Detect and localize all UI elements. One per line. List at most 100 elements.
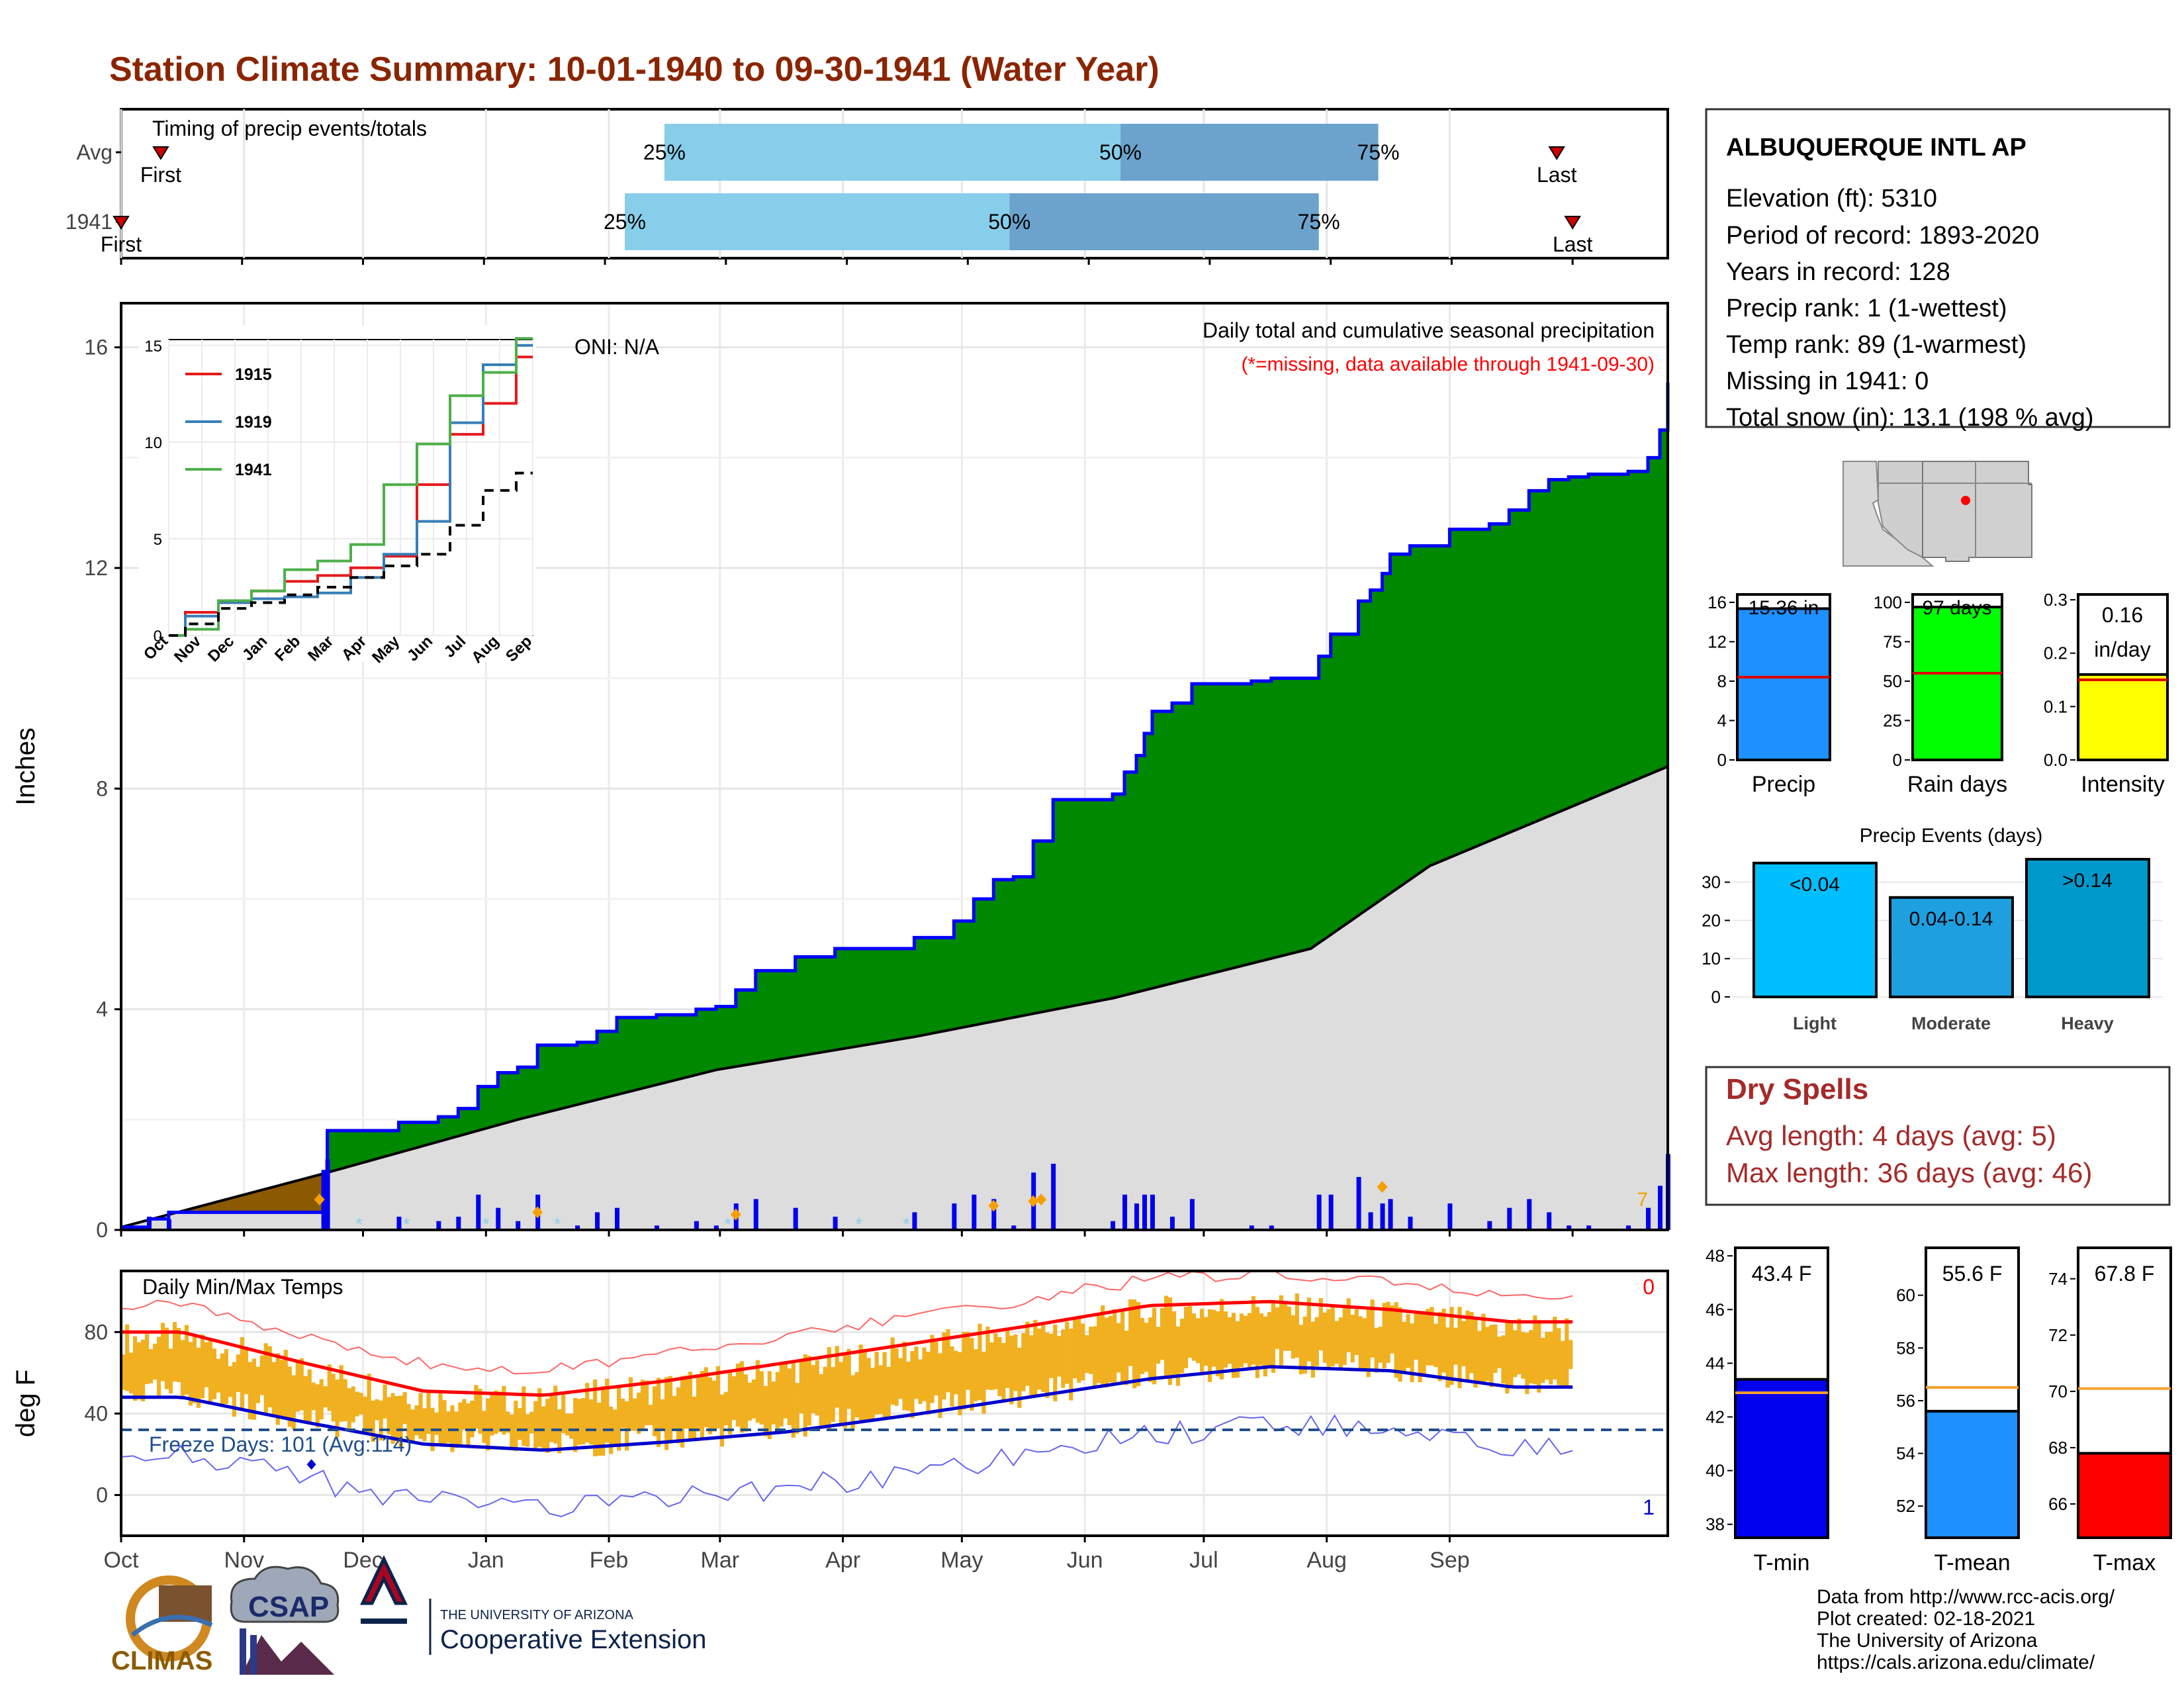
station-temp-rank: Temp rank: 89 (1-warmest) bbox=[1726, 331, 2026, 359]
daily-temp-bar bbox=[188, 1342, 193, 1406]
daily-temp-bar bbox=[1065, 1321, 1069, 1384]
daily-temp-bar bbox=[767, 1371, 772, 1440]
daily-precip-bar bbox=[1567, 1225, 1572, 1230]
daily-temp-bar bbox=[1338, 1317, 1343, 1369]
daily-temp-bar bbox=[1457, 1307, 1462, 1389]
temp-summary-category-label: T-min bbox=[1754, 1550, 1810, 1575]
daily-temp-bar bbox=[735, 1363, 741, 1427]
daily-precip-bar bbox=[1169, 1217, 1175, 1230]
daily-temp-bar bbox=[244, 1346, 248, 1395]
daily-temp-bar bbox=[1354, 1309, 1359, 1355]
precip-y-tick-label: 12 bbox=[84, 556, 108, 580]
temp-summary-category-label: T-max bbox=[2093, 1550, 2156, 1575]
daily-temp-bar bbox=[1326, 1309, 1331, 1370]
daily-precip-bar bbox=[991, 1199, 997, 1230]
events-tick-label: 20 bbox=[1702, 910, 1721, 930]
daily-temp-bar bbox=[240, 1336, 244, 1410]
temp-panel: 0 40 80 deg F Daily Min/Max Temps 0 1 Free… bbox=[11, 1270, 1669, 1573]
daily-temp-bar bbox=[870, 1368, 875, 1422]
daily-temp-bar bbox=[1302, 1316, 1307, 1374]
daily-temp-bar bbox=[1093, 1326, 1097, 1389]
daily-temp-bar bbox=[625, 1401, 629, 1451]
temp-y-label: deg F bbox=[11, 1370, 40, 1437]
summary-bar-0 bbox=[1736, 607, 1831, 762]
inset-y-label: 10 bbox=[144, 434, 162, 452]
daily-temp-bar bbox=[510, 1415, 514, 1448]
daily-temp-bar bbox=[1350, 1315, 1355, 1363]
trace-marker: * bbox=[403, 1214, 410, 1234]
daily-temp-bar bbox=[343, 1379, 347, 1421]
daily-precip-bar bbox=[1142, 1194, 1148, 1230]
daily-temp-bar bbox=[1430, 1307, 1434, 1366]
summary-tick-label: 25 bbox=[1883, 710, 1902, 730]
temp-summary-tick-label: 42 bbox=[1706, 1407, 1725, 1427]
daily-temp-bar bbox=[1081, 1323, 1085, 1381]
station-name: ALBUQUERQUE INTL AP bbox=[1726, 134, 2026, 162]
daily-temp-bar bbox=[823, 1366, 827, 1427]
daily-temp-bar bbox=[1231, 1313, 1236, 1378]
daily-temp-bar bbox=[1175, 1326, 1181, 1386]
summary-tick-label: 0 bbox=[1717, 750, 1727, 770]
daily-temp-bar bbox=[192, 1336, 197, 1403]
daily-temp-bar bbox=[470, 1400, 475, 1438]
ua-small-text: THE UNIVERSITY OF ARIZONA bbox=[440, 1608, 634, 1622]
daily-temp-bar bbox=[1041, 1322, 1046, 1392]
daily-temp-bar bbox=[1398, 1307, 1402, 1382]
daily-temp-bar bbox=[557, 1409, 562, 1454]
timing-percent-label: 25% bbox=[604, 210, 646, 234]
daily-temp-bar bbox=[1517, 1319, 1522, 1375]
daily-temp-bar bbox=[224, 1349, 228, 1405]
summary-tick-label: 8 bbox=[1717, 671, 1727, 691]
temp-summary-bar-1 bbox=[1925, 1409, 2020, 1540]
precip-y-tick-label: 4 bbox=[96, 998, 108, 1021]
daily-precip-bar bbox=[166, 1219, 171, 1230]
daily-precip-bar bbox=[1447, 1203, 1453, 1230]
csap-text: CSAP bbox=[248, 1591, 329, 1623]
events-bar-label: 0.04-0.14 bbox=[1909, 908, 1993, 930]
daily-temp-bar bbox=[835, 1346, 839, 1408]
daily-temp-bar bbox=[561, 1394, 566, 1433]
daily-temp-bar bbox=[680, 1376, 685, 1448]
temp-summary-value-label: 43.4 F bbox=[1752, 1262, 1812, 1286]
daily-precip-bar bbox=[496, 1207, 501, 1230]
daily-temp-bar bbox=[1342, 1305, 1347, 1365]
daily-temp-bar bbox=[327, 1364, 332, 1411]
daily-temp-bar bbox=[1410, 1323, 1414, 1382]
summary-tick-label: 0.0 bbox=[2044, 750, 2068, 770]
station-precip-rank: Precip rank: 1 (1-wettest) bbox=[1726, 295, 2007, 322]
daily-temp-bar bbox=[545, 1399, 550, 1453]
daily-temp-bar bbox=[518, 1408, 522, 1440]
daily-temp-bar bbox=[858, 1344, 863, 1421]
daily-temp-bar bbox=[1097, 1312, 1101, 1383]
first-marker bbox=[113, 216, 130, 230]
csap-cloud-icon bbox=[230, 1566, 340, 1623]
daily-temp-bar bbox=[474, 1385, 478, 1429]
snow-event-marker bbox=[1036, 1194, 1047, 1206]
daily-precip-bar bbox=[952, 1203, 957, 1230]
station-snow: Total snow (in): 13.1 (198 % avg) bbox=[1726, 404, 2094, 432]
daily-temp-bar bbox=[363, 1396, 367, 1434]
daily-precip-bar bbox=[1051, 1164, 1056, 1230]
daily-temp-bar bbox=[1422, 1313, 1426, 1374]
daily-temp-bar bbox=[1557, 1328, 1561, 1385]
daily-temp-bar bbox=[593, 1379, 598, 1457]
daily-temp-bar bbox=[541, 1406, 546, 1450]
daily-temp-bar bbox=[1402, 1321, 1406, 1373]
daily-temp-bar bbox=[759, 1371, 764, 1425]
month-label: May bbox=[940, 1548, 983, 1573]
daily-temp-bar bbox=[303, 1376, 308, 1423]
timing-percent-label: 25% bbox=[643, 140, 686, 164]
dry-spells-frame bbox=[1705, 1066, 2171, 1206]
daily-temp-bar bbox=[1298, 1325, 1303, 1375]
daily-temp-bar bbox=[862, 1350, 867, 1423]
daily-temp-bar bbox=[426, 1391, 431, 1434]
station-missing: Missing in 1941: 0 bbox=[1726, 367, 1929, 395]
daily-temp-bar bbox=[1545, 1332, 1549, 1380]
daily-temp-bar bbox=[347, 1388, 351, 1429]
daily-precip-bar bbox=[1368, 1212, 1373, 1230]
daily-temp-bar bbox=[1449, 1307, 1454, 1385]
timing-label: Timing of precip events/totals bbox=[152, 117, 427, 140]
daily-precip-bar bbox=[1189, 1199, 1195, 1230]
daily-temp-bar bbox=[989, 1342, 994, 1391]
